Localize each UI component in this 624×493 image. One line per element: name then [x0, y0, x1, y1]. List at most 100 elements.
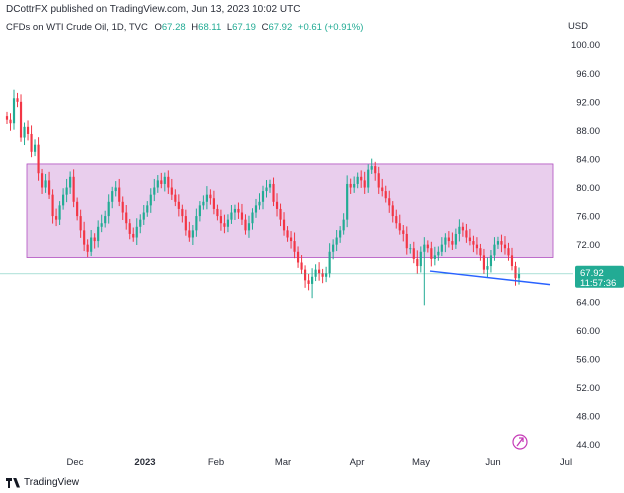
candle-body — [507, 248, 510, 256]
candle-body — [402, 230, 405, 234]
candle-body — [314, 269, 317, 277]
candle-body — [118, 187, 121, 202]
publisher-line: DCottrFX published on TradingView.com, J… — [6, 4, 301, 15]
event-badge[interactable] — [512, 434, 528, 450]
candle-body — [419, 251, 422, 267]
candle-body — [58, 205, 61, 220]
candle-body — [370, 166, 373, 170]
candle-body — [254, 205, 258, 213]
candle-body — [377, 173, 380, 188]
x-tick-label: Jul — [560, 457, 572, 468]
candle-body — [335, 237, 338, 245]
candle-body — [97, 226, 100, 242]
close-value: 67.92 — [268, 22, 293, 33]
open-label: O — [154, 22, 162, 33]
y-tick-label: 88.00 — [576, 126, 600, 137]
candle-body — [479, 248, 482, 256]
candle-body — [107, 201, 110, 217]
x-tick-label: Mar — [275, 457, 291, 468]
candle-body — [444, 237, 447, 245]
candle-body — [188, 230, 191, 238]
price-tag-value: 67.92 — [580, 268, 604, 279]
candle-body — [167, 176, 170, 188]
candle-body — [296, 251, 300, 263]
candle-body — [454, 233, 457, 245]
high-label: H — [191, 22, 199, 33]
overlay-layer — [0, 270, 573, 286]
candle-body — [44, 180, 47, 188]
candle-body — [447, 237, 450, 242]
candle-body — [268, 183, 272, 188]
candle-body — [37, 144, 40, 174]
candle-body — [125, 212, 128, 224]
y-tick-label: 72.00 — [576, 240, 600, 251]
candle-body — [212, 198, 215, 209]
candle-body — [318, 269, 321, 274]
candle-body — [121, 201, 124, 213]
candle-body — [135, 226, 138, 238]
y-tick-label: 84.00 — [576, 154, 600, 165]
candle-body — [230, 212, 233, 220]
candle-body — [65, 187, 68, 195]
price-tag-box — [575, 265, 624, 288]
candle-body — [342, 219, 345, 231]
candle-body — [426, 244, 429, 249]
candle-body — [251, 212, 254, 224]
high-value: 68.11 — [198, 22, 222, 33]
candle-body — [303, 269, 307, 281]
low-value: 67.19 — [232, 22, 256, 33]
candle-body — [409, 248, 412, 250]
x-tick-label: 2023 — [134, 457, 155, 468]
candle-body — [72, 176, 75, 202]
candle-body — [475, 244, 479, 249]
candle-body — [482, 255, 486, 270]
candle-body — [156, 180, 159, 188]
candle-body — [391, 205, 394, 217]
y-tick-label: 52.00 — [576, 383, 600, 394]
symbol-title: CFDs on WTI Crude Oil, 1D, TVC — [6, 22, 148, 33]
y-tick-label: 64.00 — [576, 297, 600, 308]
y-tick-label: 56.00 — [576, 354, 600, 365]
candle-body — [163, 176, 166, 184]
x-tick-label: Jun — [485, 457, 500, 468]
candle-body — [244, 219, 247, 231]
candle-body — [517, 273, 521, 279]
price-tag-countdown: 11:57:36 — [580, 278, 616, 289]
candle-body — [93, 237, 96, 242]
candle-body — [489, 255, 493, 267]
candle-body — [55, 216, 58, 220]
candles-layer — [5, 89, 521, 306]
candle-body — [174, 194, 177, 202]
candle-body — [430, 248, 433, 259]
tradingview-footer[interactable]: TradingView — [6, 477, 79, 488]
candle-body — [398, 223, 401, 231]
candle-body — [247, 223, 251, 231]
candle-body — [472, 241, 475, 245]
y-tick-label: 96.00 — [576, 69, 600, 80]
candle-body — [465, 230, 468, 238]
candle-body — [100, 223, 103, 227]
candle-body — [209, 194, 212, 199]
candle-body — [395, 216, 398, 224]
candle-body — [26, 126, 30, 134]
candle-body — [363, 180, 366, 188]
y-tick-label: 80.00 — [576, 183, 600, 194]
candle-body — [216, 208, 219, 217]
candle-body — [181, 208, 184, 217]
candle-body — [30, 133, 33, 152]
event-arrow-icon — [516, 437, 524, 447]
tradingview-brand: TradingView — [24, 477, 80, 488]
y-axis: 100.00 96.00 92.00 88.00 84.00 80.00 76.00 72.0… — [571, 40, 600, 451]
currency-label: USD — [567, 21, 588, 32]
candle-body — [321, 273, 324, 277]
candle-body — [339, 230, 342, 238]
y-tick-label: 100.00 — [571, 40, 600, 51]
candle-body — [311, 276, 314, 284]
candle-body — [219, 216, 223, 224]
candle-body — [146, 205, 149, 213]
open-value: 67.28 — [161, 22, 186, 33]
x-tick-label: Dec — [67, 457, 84, 468]
candle-body — [503, 244, 507, 249]
